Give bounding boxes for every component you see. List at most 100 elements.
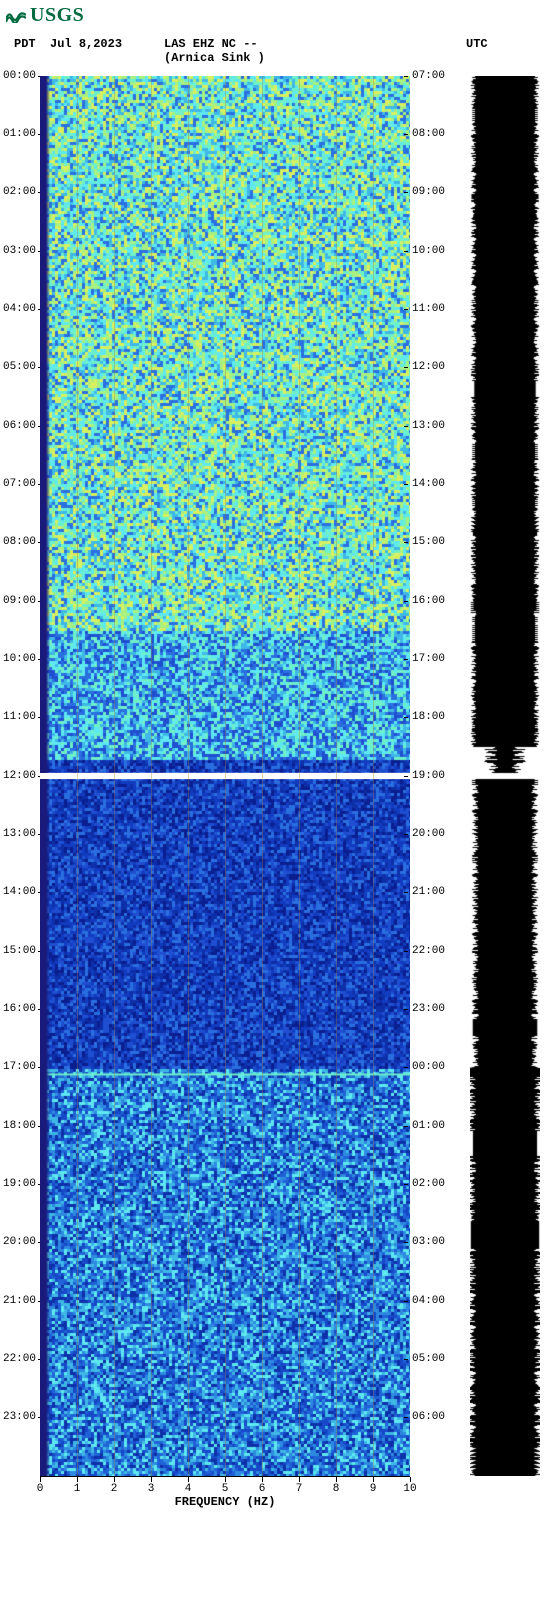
freq-tick [410,1477,411,1482]
freq-tick [336,1477,337,1482]
utc-hour-label: 23:00 [412,1003,445,1015]
utc-hour-label: 19:00 [412,770,445,782]
utc-tick [404,1184,408,1185]
pdt-hour-label: 14:00 [3,886,36,898]
utc-hour-label: 05:00 [412,1353,445,1365]
utc-tick [404,834,408,835]
pdt-hour-label: 20:00 [3,1236,36,1248]
utc-hour-label: 08:00 [412,128,445,140]
utc-hour-label: 16:00 [412,595,445,607]
pdt-hour-label: 06:00 [3,420,36,432]
freq-label: 9 [370,1483,377,1495]
waveform-canvas [470,76,540,1476]
utc-tick [404,1359,408,1360]
freq-label: 10 [403,1483,416,1495]
x-axis-title: FREQUENCY (HZ) [40,1495,410,1509]
pdt-hour-label: 09:00 [3,595,36,607]
utc-tick [404,1009,408,1010]
spectrogram [40,76,410,1476]
utc-tick [404,659,408,660]
freq-label: 1 [74,1483,81,1495]
utc-tick [404,426,408,427]
utc-hour-label: 01:00 [412,1120,445,1132]
logo-text: USGS [30,4,84,27]
pdt-hour-label: 03:00 [3,245,36,257]
station-line1: LAS EHZ NC -- [164,37,466,51]
tz-right: UTC [466,37,488,51]
pdt-hour-label: 12:00 [3,770,36,782]
utc-hour-label: 20:00 [412,828,445,840]
utc-tick [404,776,408,777]
freq-label: 4 [185,1483,192,1495]
pdt-hour-label: 19:00 [3,1178,36,1190]
pdt-hour-label: 21:00 [3,1295,36,1307]
utc-hour-label: 12:00 [412,361,445,373]
utc-hour-label: 00:00 [412,1061,445,1073]
utc-tick [404,1242,408,1243]
utc-tick [404,309,408,310]
utc-hour-label: 11:00 [412,303,445,315]
utc-tick [404,1067,408,1068]
pdt-hour-label: 05:00 [3,361,36,373]
utc-hour-label: 02:00 [412,1178,445,1190]
usgs-logo: USGS [6,4,546,27]
utc-tick [404,251,408,252]
pdt-hour-label: 02:00 [3,186,36,198]
freq-label: 5 [222,1483,229,1495]
title-center: LAS EHZ NC -- (Arnica Sink ) [164,37,466,66]
utc-hour-label: 10:00 [412,245,445,257]
pdt-hour-label: 10:00 [3,653,36,665]
utc-tick [404,192,408,193]
spectrogram-canvas [40,76,410,1476]
pdt-hour-label: 16:00 [3,1003,36,1015]
pdt-hour-label: 08:00 [3,536,36,548]
pdt-hour-label: 23:00 [3,1411,36,1423]
freq-label: 6 [259,1483,266,1495]
utc-hour-label: 09:00 [412,186,445,198]
utc-hour-label: 15:00 [412,536,445,548]
tz-left: PDT [14,37,36,51]
freq-tick [373,1477,374,1482]
utc-tick [404,542,408,543]
freq-label: 0 [37,1483,44,1495]
freq-label: 8 [333,1483,340,1495]
pdt-hour-label: 11:00 [3,711,36,723]
pdt-hour-label: 22:00 [3,1353,36,1365]
utc-hour-label: 04:00 [412,1295,445,1307]
utc-hour-label: 17:00 [412,653,445,665]
header: USGS PDT Jul 8,2023 LAS EHZ NC -- (Arnic… [0,0,552,68]
utc-tick [404,892,408,893]
freq-tick [299,1477,300,1482]
utc-hour-label: 22:00 [412,945,445,957]
utc-tick [404,717,408,718]
utc-hour-label: 21:00 [412,886,445,898]
freq-label: 7 [296,1483,303,1495]
pdt-hour-label: 13:00 [3,828,36,840]
title-block: PDT Jul 8,2023 LAS EHZ NC -- (Arnica Sin… [6,37,546,66]
waveform-panel [470,76,540,1476]
freq-tick [40,1477,41,1482]
utc-tick [404,76,408,77]
pdt-hour-label: 17:00 [3,1061,36,1073]
utc-tick [404,484,408,485]
utc-tick [404,367,408,368]
utc-hour-label: 03:00 [412,1236,445,1248]
pdt-hour-label: 15:00 [3,945,36,957]
pdt-hour-label: 04:00 [3,303,36,315]
utc-hour-label: 07:00 [412,70,445,82]
title-left: PDT Jul 8,2023 [6,37,164,66]
frequency-axis: FREQUENCY (HZ) 012345678910 [40,1476,410,1507]
utc-hour-label: 06:00 [412,1411,445,1423]
utc-tick [404,1126,408,1127]
utc-tick [404,601,408,602]
pdt-hour-label: 07:00 [3,478,36,490]
date: Jul 8,2023 [50,37,122,51]
utc-tick [404,134,408,135]
freq-label: 3 [148,1483,155,1495]
pdt-hour-label: 00:00 [3,70,36,82]
utc-tick [404,951,408,952]
utc-hour-label: 14:00 [412,478,445,490]
plot-area: 00:00 01:00 02:00 03:00 04:00 05:00 06:00 07:00… [0,76,552,1506]
freq-tick [188,1477,189,1482]
freq-label: 2 [111,1483,118,1495]
